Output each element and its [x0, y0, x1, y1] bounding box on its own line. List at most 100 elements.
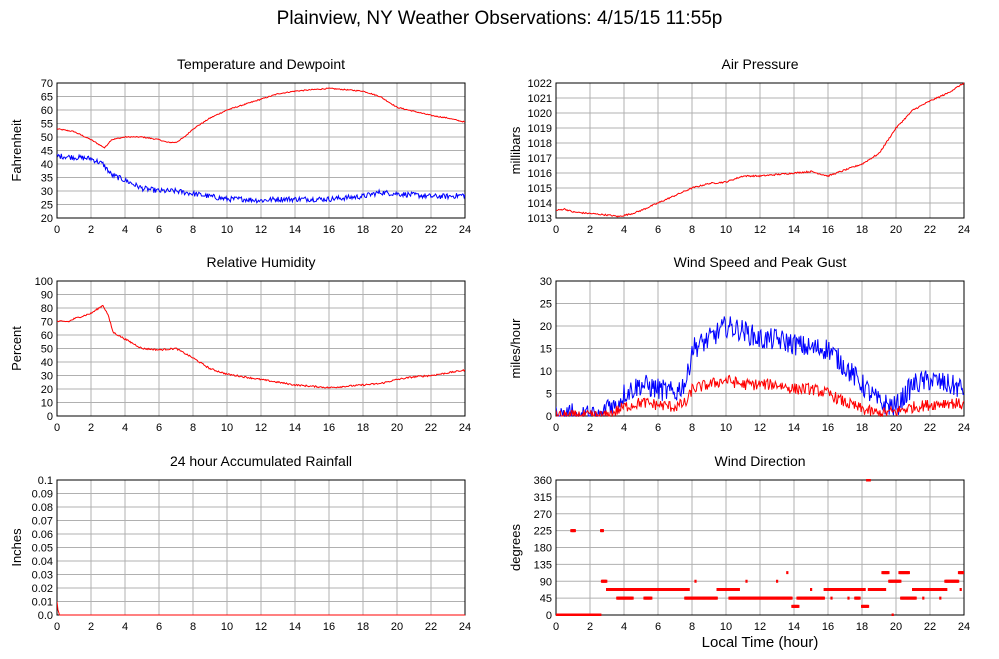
x-tick-label: 0	[553, 422, 559, 434]
y-tick-label: 0	[546, 411, 552, 423]
x-tick-label: 0	[54, 224, 60, 236]
wind_speed-plot-frame	[555, 280, 965, 417]
y-tick-label: 1020	[528, 108, 552, 120]
y-tick-label: 0.03	[32, 570, 53, 582]
y-tick-label: 80	[41, 303, 53, 315]
x-tick-label: 6	[156, 422, 162, 434]
x-tick-label: 12	[754, 422, 766, 434]
wind-direction-point	[650, 596, 653, 600]
y-tick-label: 40	[41, 357, 53, 369]
x-tick-label: 22	[924, 224, 936, 236]
pressure-plot-area	[556, 82, 964, 218]
x-tick-label: 12	[255, 422, 267, 434]
temperature-series-0	[57, 87, 465, 149]
wind-direction-point	[694, 579, 697, 583]
y-tick-label: 0.07	[32, 516, 53, 528]
y-tick-label: 60	[41, 105, 53, 117]
x-tick-label: 10	[720, 224, 732, 236]
y-tick-label: 1013	[528, 213, 552, 225]
y-tick-label: 90	[41, 290, 53, 302]
x-tick-label: 0	[54, 422, 60, 434]
x-tick-label: 12	[255, 621, 267, 633]
humidity-y-axis-label: Percent	[9, 326, 24, 371]
wind-direction-point	[866, 604, 870, 608]
x-tick-label: 20	[890, 621, 902, 633]
wind-direction-point	[847, 596, 850, 600]
x-tick-label: 14	[788, 621, 800, 633]
y-tick-label: 30	[41, 186, 53, 198]
x-tick-label: 20	[890, 224, 902, 236]
x-tick-label: 14	[289, 621, 301, 633]
rainfall-plot-area	[57, 601, 465, 616]
wind-direction-point	[797, 604, 800, 608]
wind-direction-point	[810, 588, 813, 591]
y-tick-label: 20	[540, 321, 552, 333]
x-tick-label: 18	[856, 224, 868, 236]
y-tick-label: 10	[540, 366, 552, 378]
y-tick-label: 25	[540, 299, 552, 311]
y-tick-label: 315	[534, 492, 552, 504]
y-tick-label: 0.04	[32, 556, 53, 568]
x-tick-label: 12	[754, 621, 766, 633]
wind_direction-plot-frame	[555, 479, 965, 616]
page-title: Plainview, NY Weather Observations: 4/15…	[276, 8, 723, 29]
y-tick-label: 225	[534, 526, 552, 538]
x-tick-label: 24	[958, 422, 970, 434]
wind_speed-series-1	[556, 374, 964, 417]
x-tick-label: 2	[587, 422, 593, 434]
y-tick-label: 70	[41, 78, 53, 90]
y-tick-label: 50	[41, 344, 53, 356]
x-tick-label: 22	[425, 621, 437, 633]
humidity-chart-title: Relative Humidity	[207, 254, 316, 270]
y-tick-label: 45	[41, 146, 53, 158]
y-tick-label: 90	[540, 576, 552, 588]
x-tick-label: 4	[122, 422, 128, 434]
x-tick-label: 18	[357, 422, 369, 434]
wind_direction-chart-title: Wind Direction	[714, 453, 805, 469]
wind-direction-point	[592, 613, 595, 616]
x-axis-title: Local Time (hour)	[701, 634, 819, 651]
x-tick-label: 0	[553, 621, 559, 633]
humidity-plot-area	[57, 304, 465, 389]
x-tick-label: 16	[323, 422, 335, 434]
y-tick-label: 0	[546, 610, 552, 622]
x-tick-label: 20	[391, 422, 403, 434]
x-tick-label: 16	[822, 224, 834, 236]
x-tick-label: 14	[788, 422, 800, 434]
y-tick-label: 70	[41, 317, 53, 329]
y-tick-label: 60	[41, 330, 53, 342]
y-tick-label: 0.1	[38, 475, 53, 487]
temperature-chart-title: Temperature and Dewpoint	[177, 56, 345, 72]
x-tick-label: 24	[958, 224, 970, 236]
y-tick-label: 100	[35, 276, 53, 288]
x-tick-label: 14	[788, 224, 800, 236]
y-tick-label: 40	[41, 159, 53, 171]
y-tick-label: 25	[41, 200, 53, 212]
wind-direction-point	[790, 596, 793, 600]
x-tick-label: 18	[856, 422, 868, 434]
y-tick-label: 360	[534, 475, 552, 487]
x-tick-label: 16	[822, 621, 834, 633]
x-tick-label: 10	[720, 422, 732, 434]
pressure-y-axis-label: millibars	[508, 126, 523, 174]
wind_direction-y-axis-label: degrees	[508, 524, 523, 571]
x-tick-label: 16	[323, 224, 335, 236]
x-tick-label: 12	[754, 224, 766, 236]
y-tick-label: 0.01	[32, 597, 53, 609]
x-tick-label: 16	[822, 422, 834, 434]
x-tick-label: 22	[924, 621, 936, 633]
wind-direction-point	[776, 579, 779, 583]
y-tick-label: 0.02	[32, 583, 53, 595]
wind-direction-point	[868, 479, 871, 482]
x-tick-label: 4	[621, 621, 627, 633]
x-tick-label: 6	[655, 422, 661, 434]
x-tick-label: 2	[587, 224, 593, 236]
wind-direction-point	[962, 571, 964, 575]
y-tick-label: 50	[41, 132, 53, 144]
y-tick-label: 5	[546, 389, 552, 401]
wind-direction-point	[959, 588, 962, 591]
